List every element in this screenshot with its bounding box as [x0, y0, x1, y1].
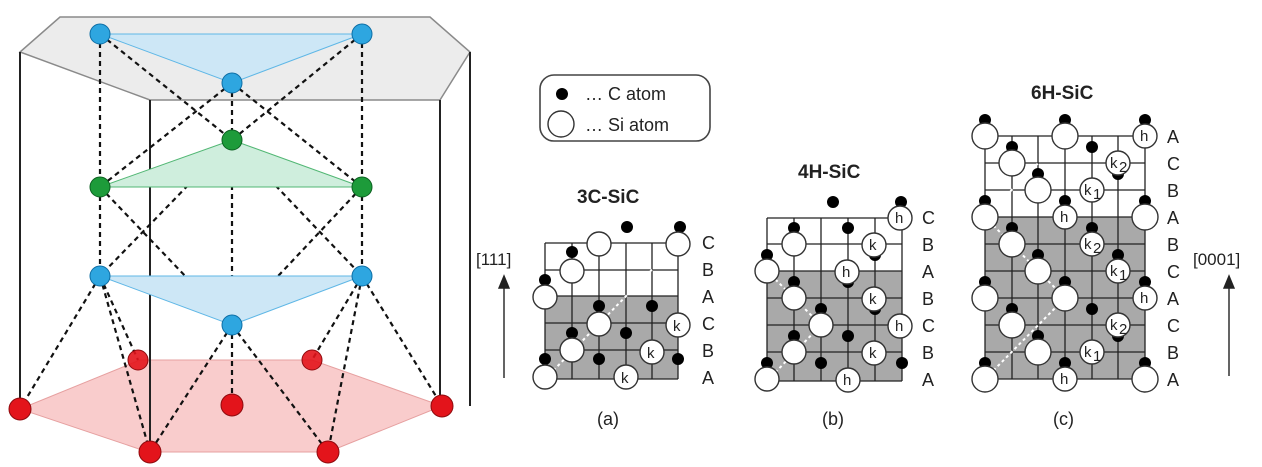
- layer-label: B: [702, 260, 714, 280]
- up-arrow-icon: [497, 274, 511, 378]
- layer-label: B: [1167, 235, 1179, 255]
- panel-c-site-label-subscript: 1: [1093, 348, 1101, 365]
- direction-label-0001: [0001]: [1193, 250, 1240, 269]
- panel-a-layer-labels: C B A C B A: [702, 233, 715, 388]
- legend-si-atom: … Si atom: [585, 115, 669, 135]
- layer-label: B: [1167, 181, 1179, 201]
- panel-c-site-label-subscript: 2: [1119, 321, 1127, 338]
- panel-b-site-label: k: [869, 237, 877, 254]
- panel-c-site-label-subscript: 2: [1119, 159, 1127, 176]
- legend-c-atom: … C atom: [585, 84, 666, 104]
- panel-c-site-label: k: [1110, 317, 1118, 334]
- layer-label: B: [922, 343, 934, 363]
- panel-c-stacking-diagonal: [984, 216, 1066, 299]
- green-triangle: [99, 139, 363, 188]
- panel-b-site-label: k: [869, 345, 877, 362]
- layer-label: C: [702, 314, 715, 334]
- panel-b-site-label: h: [895, 210, 903, 227]
- layer-label: C: [1167, 316, 1180, 336]
- blue-atoms: [89, 23, 373, 336]
- panel-c-site-label-subscript: 1: [1119, 267, 1127, 284]
- panel-b-site-label: k: [869, 291, 877, 308]
- si-atom-symbol: [547, 110, 575, 138]
- panel-c-stacking-diagonal: [984, 135, 1066, 218]
- panel-c-site-label: k: [1084, 182, 1092, 199]
- panel-c-site-label: h: [1060, 209, 1068, 226]
- panel-a-site-label: k: [621, 370, 629, 387]
- layer-label: B: [702, 341, 714, 361]
- panel-a-site-label: k: [673, 318, 681, 335]
- bond-lines: [19, 33, 443, 453]
- legend: … C atom … Si atom: [539, 74, 711, 142]
- up-arrow-icon: [1222, 274, 1236, 376]
- blue-middle-triangle: [99, 275, 363, 326]
- panel-c-site-label: k: [1084, 236, 1092, 253]
- panel-c-site-label-subscript: 2: [1093, 240, 1101, 257]
- layer-label: B: [922, 289, 934, 309]
- panel-a-si-atoms: [532, 231, 691, 390]
- layer-label: A: [922, 262, 934, 282]
- panel-b-si-atoms: [754, 205, 913, 393]
- panel-b-site-label: h: [842, 264, 850, 281]
- panel-c-si-atoms: [971, 122, 1159, 393]
- panel-a-title: 3C-SiC: [577, 187, 640, 208]
- green-atoms: [89, 129, 373, 198]
- panel-b-layer-labels: C B A B C B A: [922, 208, 935, 390]
- panel-c-site-label-subscript: 1: [1093, 186, 1101, 203]
- panel-c-site-label: h: [1140, 290, 1148, 307]
- direction-label-111: [111]: [476, 250, 511, 269]
- panel-a-c-atoms: [539, 221, 686, 365]
- panel-a-site-label: k: [647, 345, 655, 362]
- panel-c-layer-labels: A C B A B C A C B A: [1167, 127, 1180, 390]
- panel-a-caption: (a): [597, 409, 619, 429]
- panel-c-caption: (c): [1053, 409, 1074, 429]
- panel-4h-sic: 4H-SiC: [754, 162, 935, 429]
- panel-c-site-label: k: [1110, 155, 1118, 172]
- panel-c-title: 6H-SiC: [1031, 83, 1094, 104]
- panel-c-site-label: k: [1084, 344, 1092, 361]
- panel-b-site-label: h: [895, 318, 903, 335]
- layer-label: B: [922, 235, 934, 255]
- layer-label: A: [922, 370, 934, 390]
- panel-c-site-label: h: [1140, 128, 1148, 145]
- panel-b-title: 4H-SiC: [798, 162, 861, 183]
- layer-label: A: [702, 368, 714, 388]
- hexagonal-prism-model: [8, 16, 471, 464]
- layer-label: B: [1167, 343, 1179, 363]
- blue-top-triangle: [99, 33, 363, 84]
- layer-label: C: [1167, 262, 1180, 282]
- layer-label: C: [922, 208, 935, 228]
- layer-label: A: [1167, 127, 1179, 147]
- layer-label: A: [702, 287, 714, 307]
- panel-c-site-label: k: [1110, 263, 1118, 280]
- layer-label: A: [1167, 370, 1179, 390]
- panel-b-caption: (b): [822, 409, 844, 429]
- layer-label: C: [702, 233, 715, 253]
- panel-c-stacking-diagonal: [984, 297, 1066, 380]
- red-atoms: [8, 349, 454, 464]
- panel-3c-sic: 3C-SiC: [476, 187, 715, 429]
- panel-b-site-label: h: [843, 372, 851, 389]
- c-atom-symbol: [556, 88, 568, 100]
- layer-label: A: [1167, 208, 1179, 228]
- panel-6h-sic: 6H-SiC: [971, 83, 1240, 429]
- layer-label: A: [1167, 289, 1179, 309]
- layer-label: C: [922, 316, 935, 336]
- layer-label: C: [1167, 154, 1180, 174]
- panel-c-site-label: h: [1060, 371, 1068, 388]
